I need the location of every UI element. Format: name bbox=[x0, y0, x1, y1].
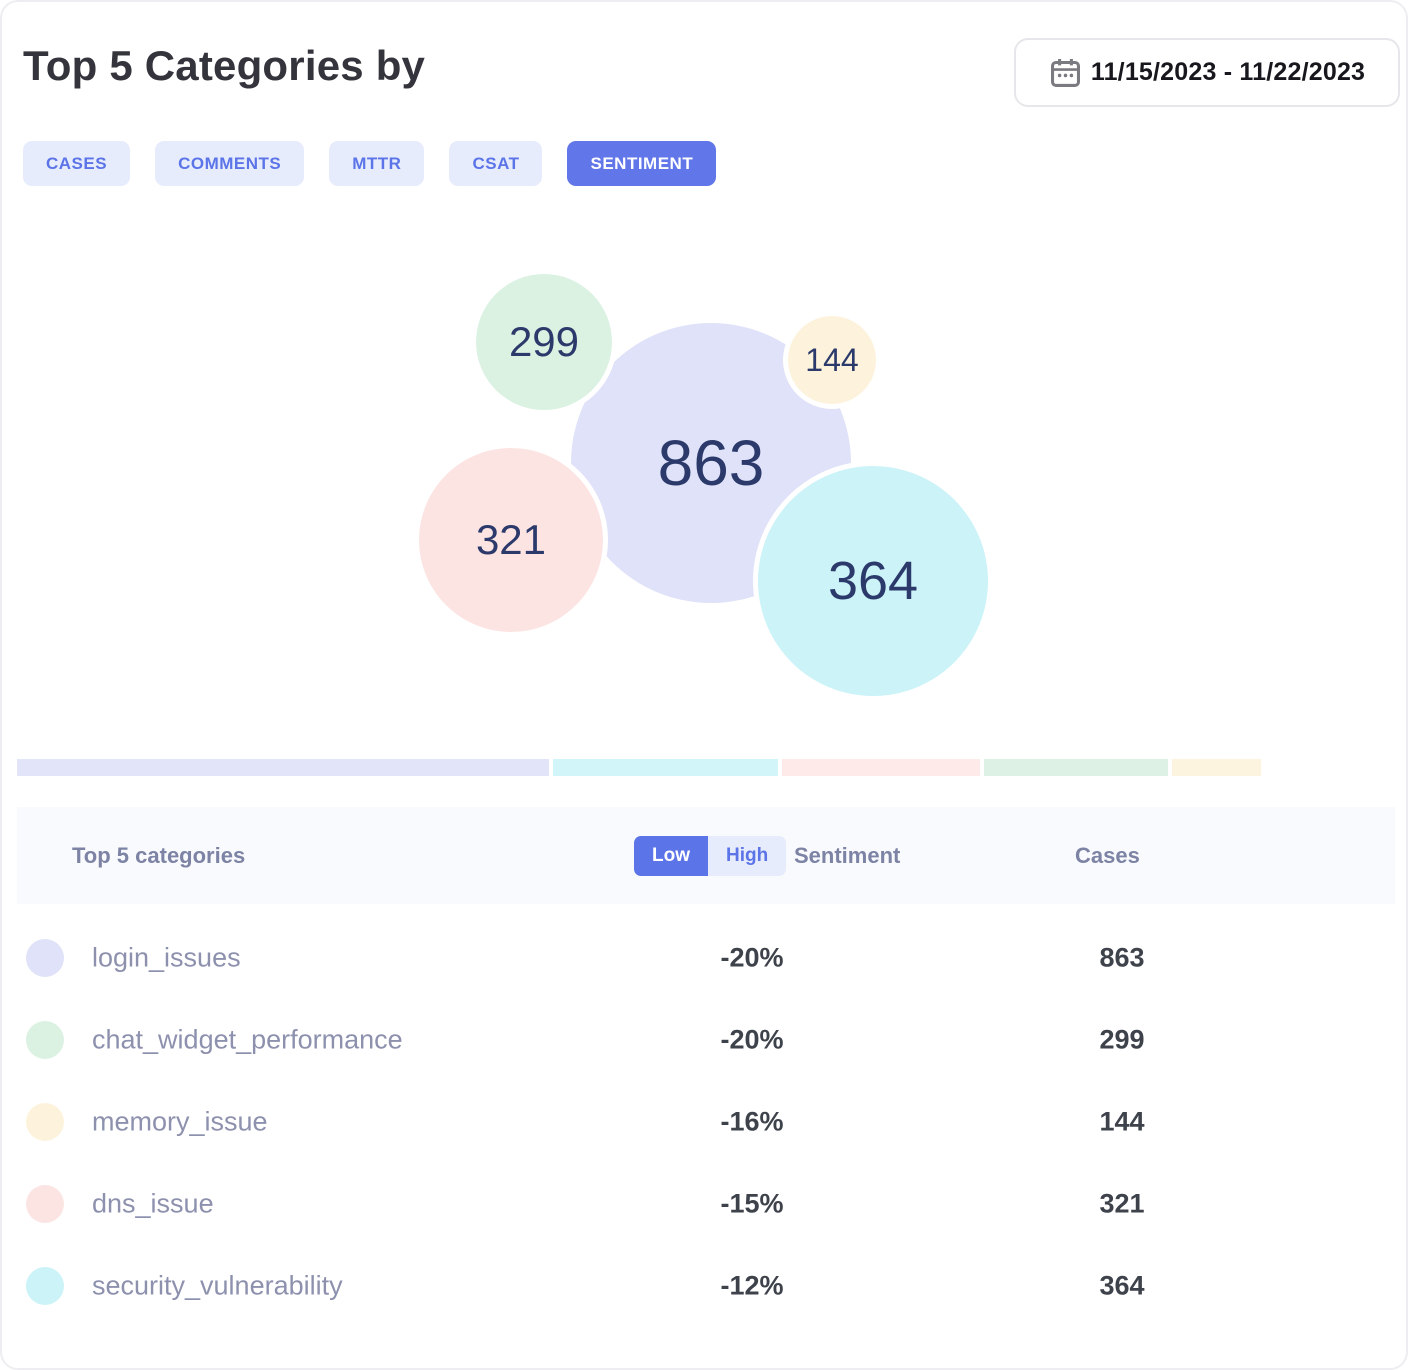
tab-csat[interactable]: CSAT bbox=[449, 141, 543, 186]
categories-table: login_issues -20% 863 chat_widget_perfor… bbox=[2, 917, 1406, 1327]
bubble-value: 364 bbox=[827, 551, 919, 611]
category-color-dot bbox=[26, 1185, 64, 1223]
bubble-value: 863 bbox=[657, 427, 765, 499]
bubble-dns-issue[interactable]: 321 bbox=[419, 448, 603, 632]
column-header-cases: Cases bbox=[1075, 842, 1140, 868]
table-row-dns-issue: dns_issue -15% 321 bbox=[2, 1163, 1406, 1245]
cases-value: 321 bbox=[1099, 1188, 1145, 1219]
tab-sentiment[interactable]: SENTIMENT bbox=[567, 141, 717, 186]
bubble-value: 321 bbox=[475, 516, 547, 563]
cases-value: 364 bbox=[1099, 1270, 1145, 1301]
category-label: dns_issue bbox=[92, 1188, 214, 1219]
table-row-security-vulnerability: security_vulnerability -12% 364 bbox=[2, 1245, 1406, 1327]
sentiment-value: -16% bbox=[720, 1106, 784, 1137]
bar-segment-memory-issue bbox=[1172, 759, 1261, 776]
table-row-memory-issue: memory_issue -16% 144 bbox=[2, 1081, 1406, 1163]
category-color-dot bbox=[26, 1267, 64, 1305]
tab-comments[interactable]: COMMENTS bbox=[155, 141, 305, 186]
sentiment-value: -20% bbox=[720, 1024, 784, 1055]
tab-mttr[interactable]: MTTR bbox=[329, 141, 425, 186]
bar-segment-security-vulnerability bbox=[553, 759, 778, 776]
cases-value: 144 bbox=[1099, 1106, 1145, 1137]
column-header-categories: Top 5 categories bbox=[72, 842, 246, 868]
category-label: chat_widget_performance bbox=[92, 1024, 403, 1055]
bubble-chat-widget-performance[interactable]: 299 bbox=[476, 274, 612, 410]
category-color-dot bbox=[26, 939, 64, 977]
page-title: Top 5 Categories by bbox=[23, 42, 426, 89]
bubble-value: 144 bbox=[805, 341, 859, 378]
cases-value: 863 bbox=[1099, 942, 1145, 973]
tab-cases[interactable]: CASES bbox=[23, 141, 131, 186]
calendar-icon bbox=[1050, 58, 1080, 87]
sentiment-low-high-toggle: Low High bbox=[634, 835, 787, 876]
table-row-login-issues: login_issues -20% 863 bbox=[2, 917, 1406, 999]
cases-distribution-bar bbox=[17, 759, 1261, 776]
table-row-chat-widget-performance: chat_widget_performance -20% 299 bbox=[2, 999, 1406, 1081]
table-header: Top 5 categories Low High Sentiment Case… bbox=[17, 807, 1395, 904]
bubble-value: 299 bbox=[508, 318, 580, 365]
category-label: security_vulnerability bbox=[92, 1270, 343, 1301]
category-color-dot bbox=[26, 1103, 64, 1141]
toggle-high-button[interactable]: High bbox=[708, 835, 787, 876]
category-color-dot bbox=[26, 1021, 64, 1059]
bar-segment-login-issues bbox=[17, 759, 550, 776]
bar-segment-chat-widget-performance bbox=[983, 759, 1169, 776]
sentiment-value: -15% bbox=[720, 1188, 784, 1219]
sentiment-value: -20% bbox=[720, 942, 784, 973]
sentiment-value: -12% bbox=[720, 1270, 784, 1301]
metric-tabs: CASES COMMENTS MTTR CSAT SENTIMENT bbox=[23, 141, 717, 186]
date-range-picker[interactable]: 11/15/2023 - 11/22/2023 bbox=[1014, 38, 1400, 107]
bubble-security-vulnerability[interactable]: 364 bbox=[758, 466, 988, 696]
category-label: memory_issue bbox=[92, 1106, 268, 1137]
category-label: login_issues bbox=[92, 942, 241, 973]
toggle-low-button[interactable]: Low bbox=[634, 835, 708, 876]
bar-segment-dns-issue bbox=[781, 759, 980, 776]
column-header-sentiment: Sentiment bbox=[794, 842, 901, 868]
bubble-memory-issue[interactable]: 144 bbox=[788, 316, 876, 404]
cases-value: 299 bbox=[1099, 1024, 1145, 1055]
date-range-text: 11/15/2023 - 11/22/2023 bbox=[1090, 58, 1366, 86]
